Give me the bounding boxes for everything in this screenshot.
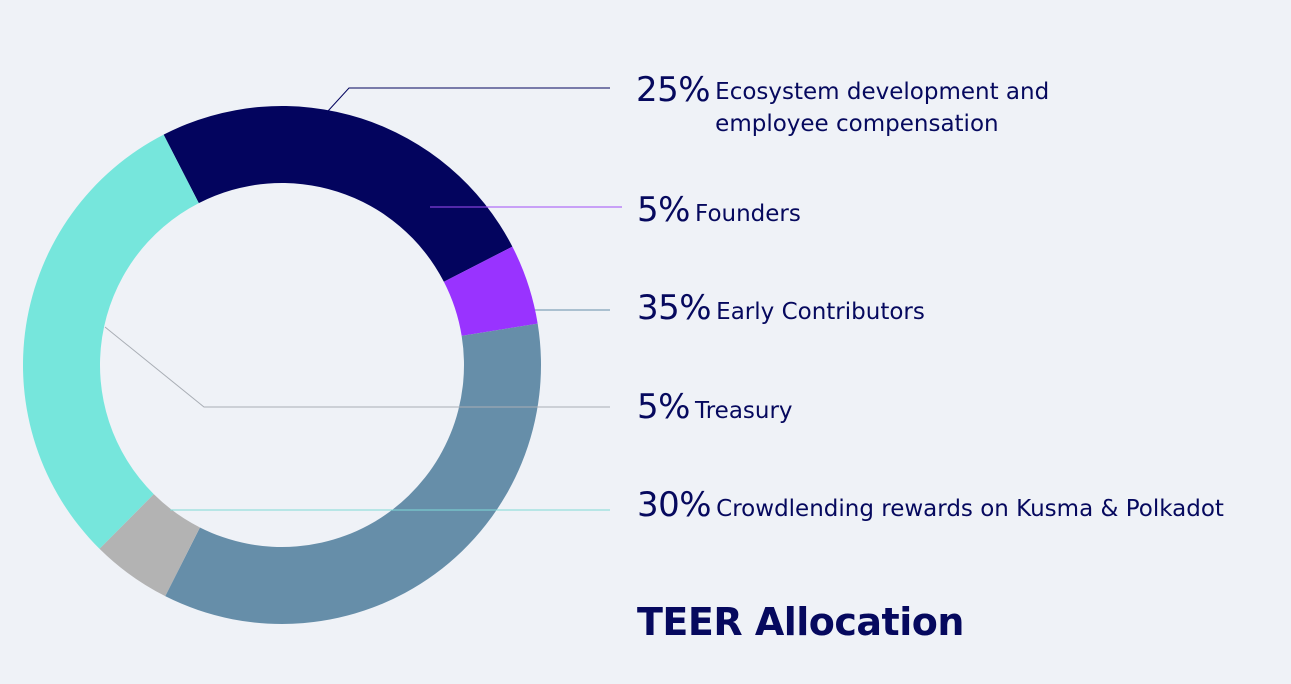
donut-slice-founders [443,246,538,336]
legend-pct: 35% [637,288,712,328]
legend-pct: 5% [637,190,690,230]
legend-label-line: Ecosystem development and [715,79,1050,105]
donut-slice-treasury [99,494,200,597]
legend-label-line: employee compensation [715,111,999,137]
legend-label: Treasury [695,398,793,424]
donut-slice-crowdlending [22,134,199,549]
legend-item-crowdlending: 30% Crowdlending rewards on Kusma & Polk… [637,485,1224,525]
donut-slice-early-contributors [165,323,541,624]
legend-label: Founders [695,201,801,227]
donut-slice-ecosystem [163,106,513,282]
leader-line-ecosystem [327,87,610,112]
legend-pct: 5% [637,387,690,427]
chart-title: TEER Allocation [637,600,964,644]
legend-pct: 30% [637,485,712,525]
legend-pct: 25% [636,70,711,110]
leader-line-treasury [104,326,610,408]
legend-label: Early Contributors [716,299,925,325]
legend-item-early-contributors: 35% Early Contributors [637,288,925,328]
legend-label: Crowdlending rewards on Kusma & Polkadot [716,496,1224,522]
legend-item-founders: 5% Founders [637,190,801,230]
legend-item-ecosystem: 25% Ecosystem development and employee c… [636,70,1049,140]
legend-item-treasury: 5% Treasury [637,387,793,427]
legend-label: Ecosystem development and employee compe… [715,76,1049,140]
